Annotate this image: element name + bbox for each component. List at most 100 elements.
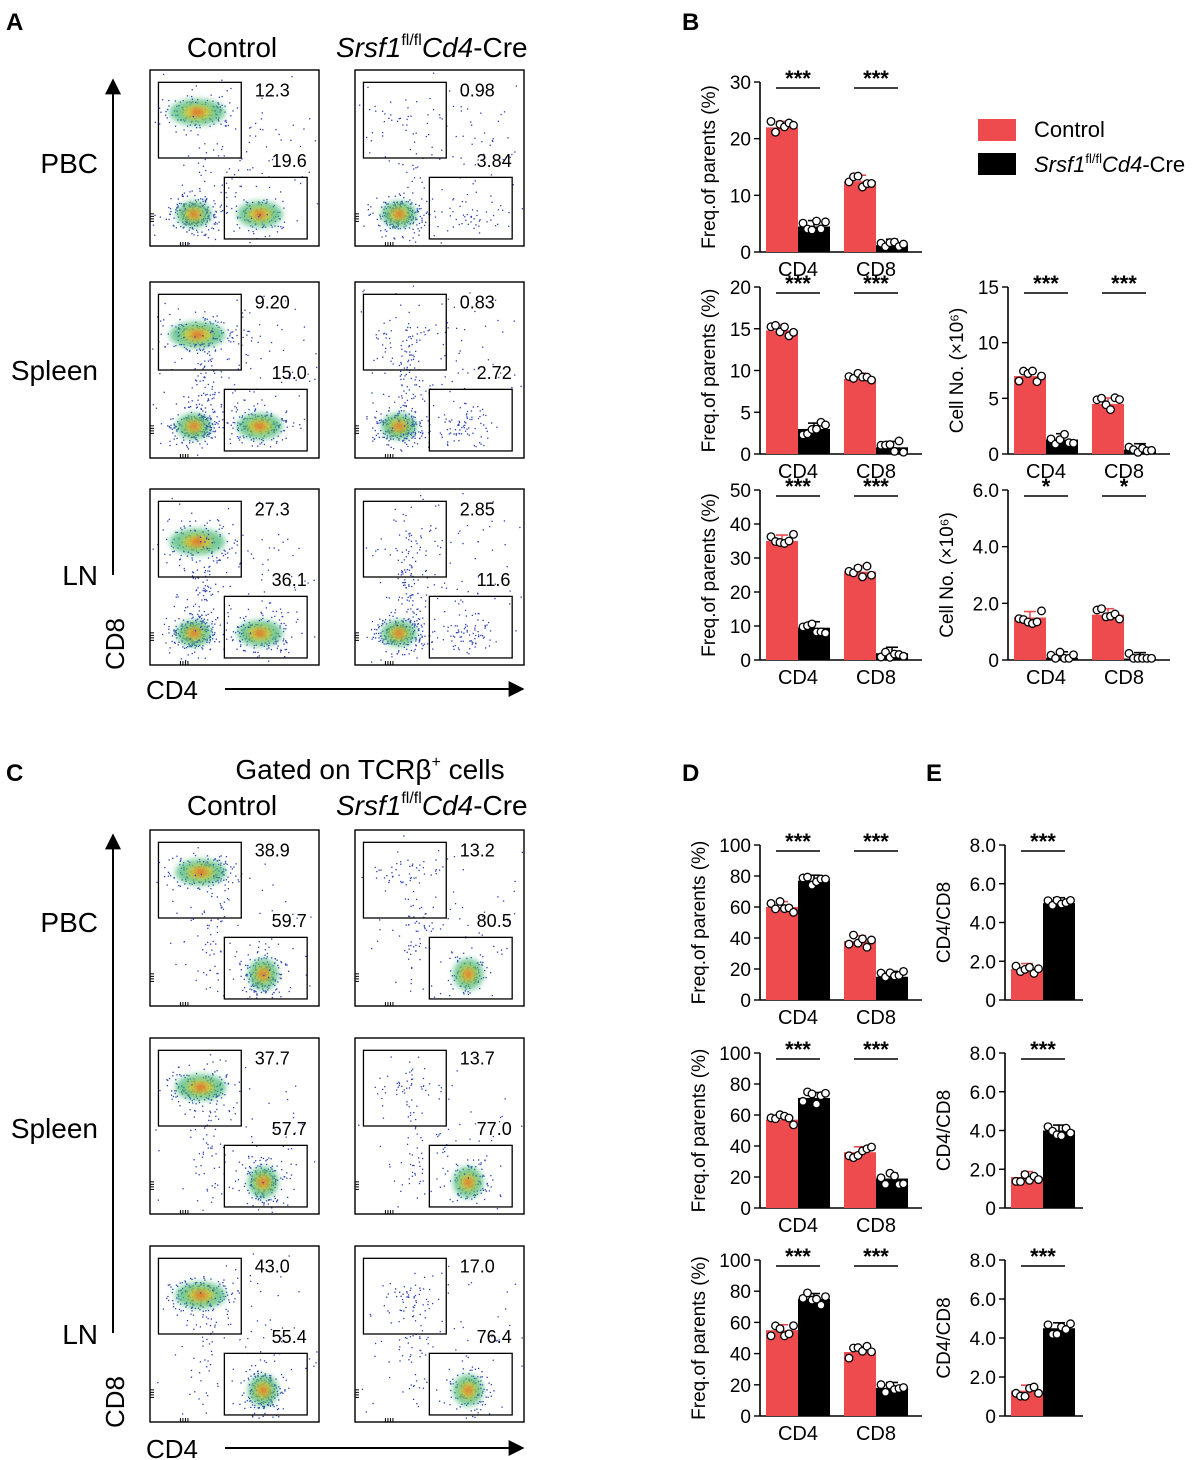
chart-b4-point [784,536,794,546]
chart-b3-significance: *** [1111,271,1137,296]
chart-d3-point [821,1292,830,1302]
chart-e2-point [1020,1170,1030,1179]
chart-b4-bar-control-0 [766,541,798,660]
chart-d2-tick: 40 [730,1137,751,1158]
chart-b1-significance: *** [863,66,889,91]
chart-b5-point [1032,617,1042,627]
chart-d3-significance: *** [785,1244,811,1269]
flow-top-r2-c1-cd4-value: 11.6 [477,570,511,590]
flow-bottom-r1-c1: 13.7 77.0 [354,1037,525,1215]
chart-b2-point [780,322,789,332]
chart-b4-tick: 0 [740,651,751,672]
chart-e2-tick: 4.0 [970,1122,996,1143]
flow-top-r2-c0-events [152,497,316,662]
flow-top-r0-c1-cd8-value: 0.98 [460,80,495,100]
chart-d1-category: CD4 [778,1007,818,1029]
chart-d2: 0 20 40 60 80 100 Freq.of parents (%) *** CD4 ***… [689,1037,922,1237]
chart-d3-point [766,1331,776,1341]
chart-b5-significance: * [1042,474,1051,499]
chart-e1-tick: 8.0 [970,836,996,857]
flow-top-r2-c1-cd4-gate [428,595,513,659]
chart-d1-point [862,942,872,952]
chart-b2-point [867,375,876,385]
chart-b1-tick: 20 [730,130,751,151]
chart-d1-point [775,897,785,906]
flow-bottom-r2-c0-cd4-value: 55.4 [272,1327,307,1347]
flow-bottom-r2-c1: 17.0 76.4 [354,1245,525,1423]
chart-b1-point [853,171,863,181]
chart-e1-point [1034,964,1043,974]
chart-b3-point [1106,405,1115,415]
chart-b3-tick: 15 [978,278,999,299]
flow-top-row-spleen: Spleen [11,355,98,386]
panel-label-c: C [6,760,23,787]
chart-d1: 0 20 40 60 80 100 Freq.of parents (%) *** CD4 ***… [689,829,922,1029]
flow-bottom-r1-c0-events [155,1054,316,1213]
chart-b4-point [899,651,908,661]
chart-d3-point [844,1353,854,1363]
chart-d3-category: CD4 [778,1423,818,1445]
chart-b1-category: CD4 [778,259,818,281]
chart-e3-point [1029,1382,1039,1392]
flow-top-r2-c0-cd4-value: 36.1 [272,570,307,590]
flow-top-r1-c0-cd4-value: 15.0 [272,363,307,383]
chart-d1-significance: *** [863,829,889,854]
flow-top-r2-c0: 27.3 36.1 [149,488,320,666]
chart-d3-tick: 80 [730,1282,751,1303]
chart-e1-ylabel: CD4/CD8 [934,882,955,963]
chart-d3-bar-control-1 [844,1352,876,1416]
flow-bottom-r2-c0-events [157,1253,318,1419]
chart-d2-bar-control-0 [766,1119,798,1208]
chart-d2-tick: 20 [730,1168,751,1189]
chart-b2-significance: *** [785,271,811,296]
flow-top-r1-c1: 0.83 2.72 [354,281,525,459]
chart-d2-point [890,1171,899,1181]
flow-bottom-r2-c1-cd8-value: 17.0 [460,1256,495,1276]
flow-bottom-r0-c0-events [156,847,312,1000]
chart-d3-tick: 20 [730,1376,751,1397]
flow-bottom-r0-c1-cd8-value: 13.2 [460,840,495,860]
flow-top-r1-c0-cd8-gate [157,293,242,371]
chart-d3-point [816,1300,826,1310]
chart-d1-category: CD8 [856,1007,896,1029]
chart-d2-ylabel: Freq.of parents (%) [689,1049,710,1213]
flow-bottom-col-ko: Srsf1fl/flCd4-Cre [336,790,528,821]
flow-bottom-title: Gated on TCRβ+ cells [235,754,504,785]
chart-b2-point [789,327,798,337]
chart-b2: 0 5 10 15 20 Freq.of parents (%) *** CD4 *** CD8 [699,271,922,483]
chart-e1: 0 2.0 4.0 6.0 8.0 CD4/CD8 *** [934,829,1083,1012]
chart-e2-tick: 6.0 [970,1083,996,1104]
flow-top-r0-c0-cd4-value: 19.6 [272,151,307,171]
chart-d1-point [849,930,858,940]
flow-top-r2-c0-cd8-value: 27.3 [255,499,290,519]
chart-d3-point [876,1380,886,1390]
flow-top-row-pbc: PBC [40,148,98,179]
chart-e3-point [1034,1388,1043,1398]
flow-top-r1-c0: 9.20 15.0 [149,281,320,459]
chart-b5-category: CD4 [1026,667,1066,689]
chart-d2-point [821,1088,830,1098]
chart-b1-point [798,218,808,228]
chart-b2-point [821,420,830,430]
chart-b2-point [899,447,908,457]
legend-label-ko: Srsf1fl/flCd4-Cre [1034,151,1185,177]
chart-b3-point [1028,366,1037,376]
chart-b2-point [885,440,895,450]
chart-b3-point [1014,376,1024,386]
flow-panel-c: 38.9 59.7 13.2 80.5 37.7 57.7 13.7 77.0 43.0 55.4… [149,829,525,1423]
chart-d3-tick: 0 [740,1407,751,1428]
flow-panel-a: 12.3 19.6 0.98 3.84 9.20 15.0 0.83 2.72 27.3 36.1… [149,69,525,666]
chart-b1-point [812,216,821,226]
chart-b5-category: CD8 [1104,667,1144,689]
flow-top-r1-c1-cd4-value: 2.72 [477,363,512,383]
chart-e3-point [1052,1329,1062,1339]
legend-label-control: Control [1034,117,1105,142]
chart-d3-point [862,1341,872,1351]
chart-b5-point [1051,653,1060,663]
chart-b5-point [1147,653,1156,663]
flow-bottom-r2-c0-cd4-gate [223,1352,308,1416]
chart-b3-ylabel: Cell No. (×10⁶) [947,308,968,434]
chart-d2-category: CD4 [778,1215,818,1237]
flow-top-x-label: CD4 [146,675,198,705]
